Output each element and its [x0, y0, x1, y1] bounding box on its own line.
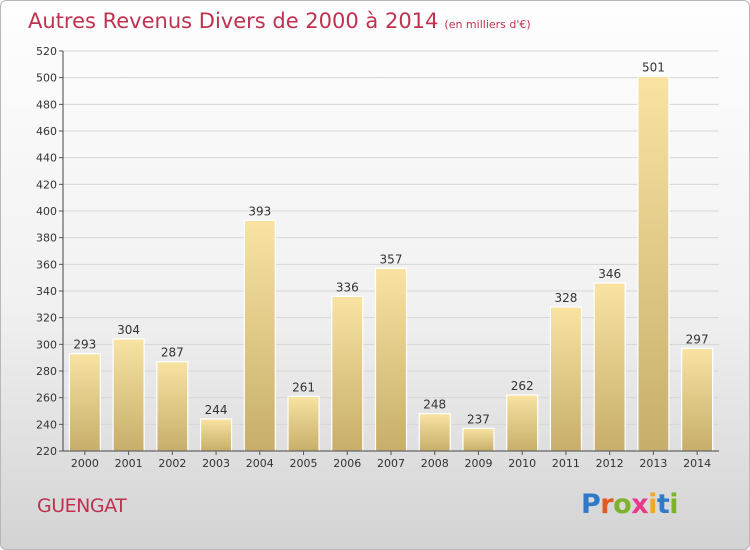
x-tick-label: 2012 — [596, 457, 624, 470]
bar — [68, 353, 101, 452]
chart-title-unit: (en milliers d'€) — [444, 18, 531, 31]
y-tick-label: 300 — [36, 338, 57, 351]
bar — [637, 75, 670, 452]
x-tick-label: 2013 — [639, 457, 667, 470]
bar — [331, 295, 364, 452]
x-tick-label: 2007 — [377, 457, 405, 470]
bar — [506, 394, 539, 452]
bar — [287, 395, 320, 452]
bar-value-label: 262 — [511, 379, 534, 393]
y-tick-label: 380 — [36, 232, 57, 245]
x-tick-label: 2002 — [158, 457, 186, 470]
x-tick-label: 2008 — [421, 457, 449, 470]
x-tick-label: 2001 — [115, 457, 143, 470]
bar-value-label: 304 — [117, 323, 140, 337]
chart-title: Autres Revenus Divers de 2000 à 2014 (en … — [28, 9, 531, 33]
bar-value-label: 328 — [554, 291, 577, 305]
y-tick-label: 280 — [36, 365, 57, 378]
bar-value-label: 336 — [336, 280, 359, 294]
y-tick-label: 220 — [36, 445, 57, 458]
y-tick-label: 460 — [36, 125, 57, 138]
bar-value-label: 287 — [161, 346, 184, 360]
bar — [199, 418, 233, 452]
bar-value-label: 293 — [73, 338, 96, 352]
bar — [549, 306, 583, 452]
bar-value-label: 297 — [686, 332, 709, 346]
bar-value-label: 248 — [423, 398, 446, 412]
bar-value-label: 346 — [598, 267, 621, 281]
x-tick-label: 2006 — [333, 457, 361, 470]
x-tick-label: 2000 — [71, 457, 99, 470]
bar — [112, 338, 145, 452]
bar-value-label: 244 — [205, 403, 228, 417]
x-tick-label: 2011 — [552, 457, 580, 470]
y-tick-label: 400 — [36, 205, 57, 218]
x-tick-label: 2010 — [508, 457, 536, 470]
y-tick-label: 420 — [36, 178, 57, 191]
bar — [681, 347, 714, 452]
y-tick-label: 440 — [36, 152, 57, 165]
y-tick-label: 340 — [36, 285, 57, 298]
chart-title-main: Autres Revenus Divers de 2000 à 2014 — [28, 9, 439, 33]
x-tick-label: 2014 — [683, 457, 711, 470]
x-tick-label: 2005 — [290, 457, 318, 470]
y-tick-label: 240 — [36, 418, 57, 431]
x-tick-label: 2004 — [246, 457, 274, 470]
y-tick-label: 480 — [36, 98, 57, 111]
bar-value-label: 237 — [467, 412, 490, 426]
bar-value-label: 393 — [248, 204, 271, 218]
y-tick-label: 520 — [36, 45, 57, 58]
brand-logo: Proxiti — [581, 489, 679, 520]
bar — [374, 267, 408, 452]
y-tick-label: 320 — [36, 312, 57, 325]
bar — [418, 413, 451, 452]
y-tick-label: 500 — [36, 72, 57, 85]
bar — [593, 282, 626, 452]
y-tick-label: 260 — [36, 392, 57, 405]
y-tick-label: 360 — [36, 258, 57, 271]
x-tick-label: 2003 — [202, 457, 230, 470]
x-tick-label: 2009 — [464, 457, 492, 470]
bar — [156, 361, 189, 452]
bar-value-label: 357 — [380, 252, 403, 266]
bar — [462, 427, 495, 452]
city-name: GUENGAT — [37, 495, 127, 517]
bar-value-label: 261 — [292, 380, 315, 394]
bar-value-label: 501 — [642, 60, 665, 74]
bar — [243, 219, 276, 452]
